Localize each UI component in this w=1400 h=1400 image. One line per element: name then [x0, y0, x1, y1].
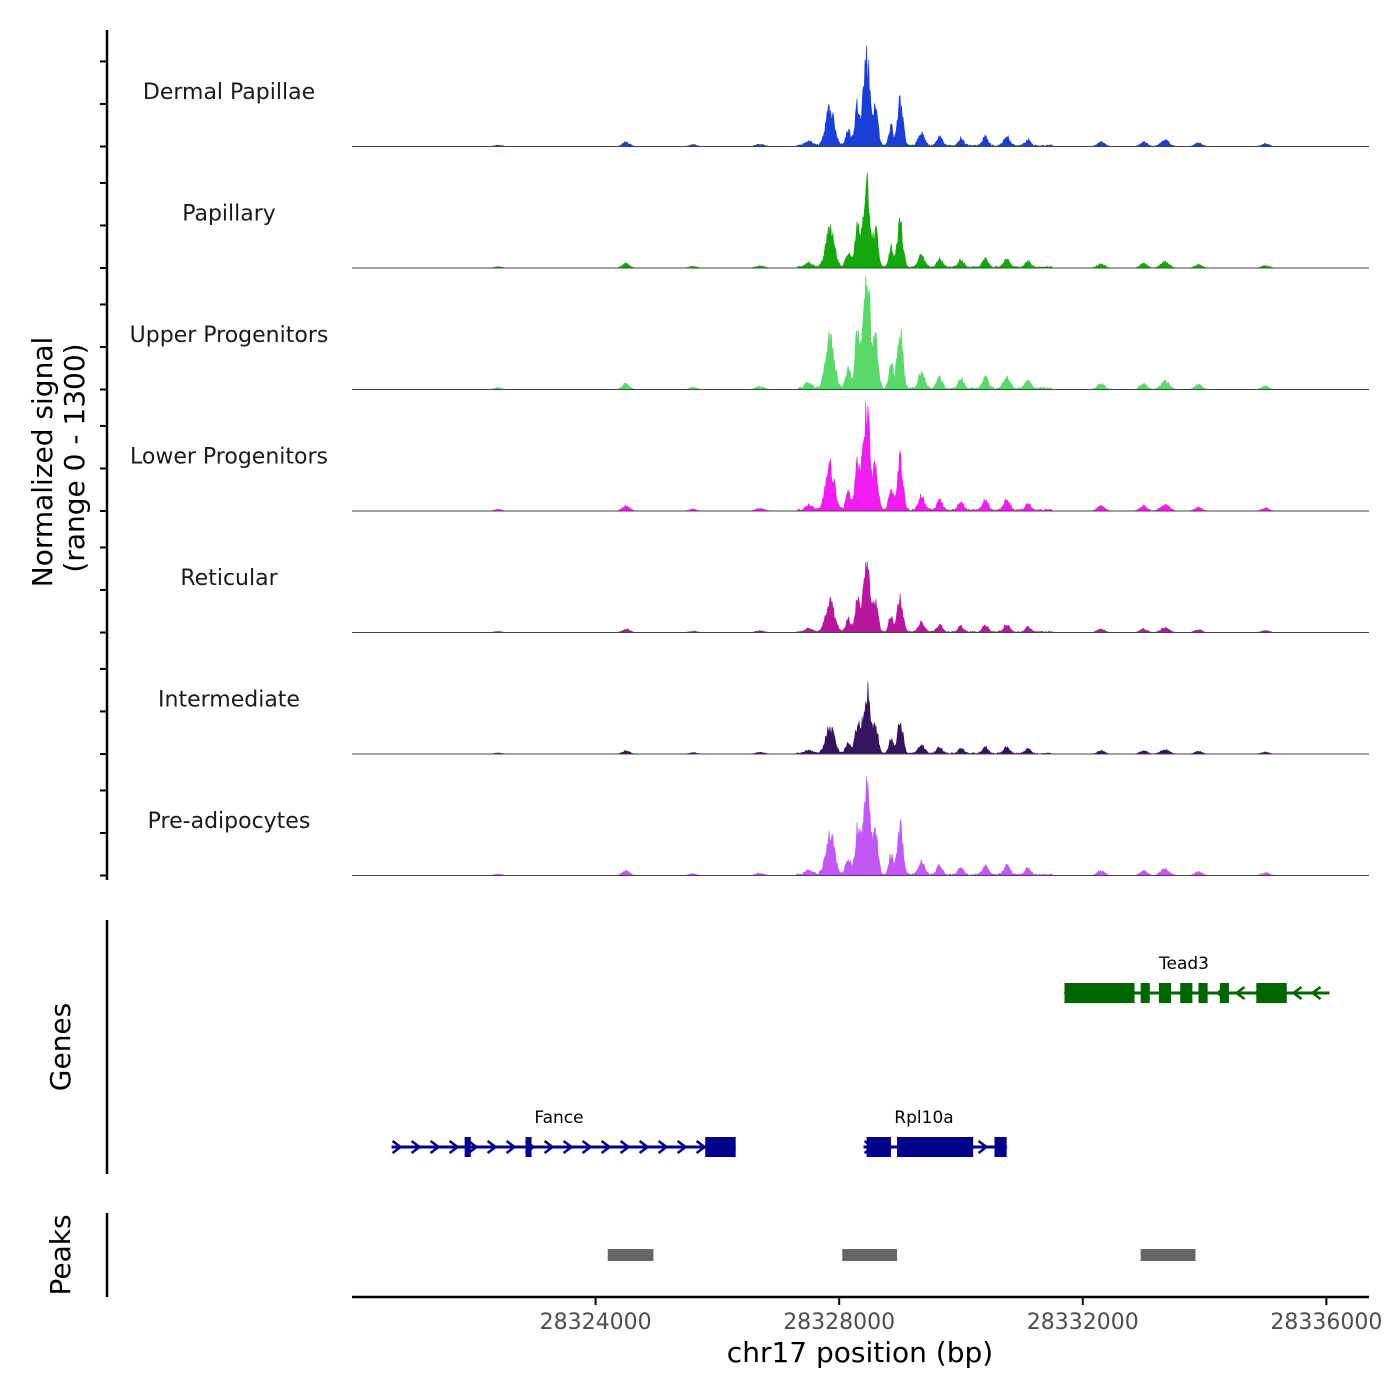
gene-exon — [1064, 983, 1135, 1003]
coverage-area — [352, 561, 1327, 634]
genes-axis-title: Genes — [44, 1003, 77, 1091]
peaks-track — [607, 1249, 1196, 1261]
track-label: Papillary — [182, 202, 276, 227]
strand-arrow — [1291, 986, 1303, 1000]
gene-exon — [1219, 983, 1229, 1003]
strand-arrow — [391, 1140, 403, 1154]
coverage-area — [352, 681, 1327, 755]
strand-arrow — [1310, 986, 1322, 1000]
gene-exon — [1140, 983, 1150, 1003]
gene-exon — [1256, 983, 1287, 1003]
track-papillary: Papillary — [182, 172, 1369, 269]
gene-label: Tead3 — [1158, 954, 1209, 974]
strand-arrow — [638, 1140, 650, 1154]
track-label: Lower Progenitors — [130, 445, 328, 470]
gene-exon — [1180, 983, 1193, 1003]
gene-annotation-track: Tead3 Fance Rpl10a — [391, 954, 1330, 1157]
strand-arrow — [600, 1140, 612, 1154]
y-axis-title-line2: (range 0 - 1300) — [58, 343, 91, 572]
strand-arrow — [1234, 986, 1246, 1000]
track-pre-adipocytes: Pre-adipocytes — [148, 776, 1369, 877]
gene-tead3: Tead3 — [1063, 954, 1330, 1003]
x-tick-label: 28332000 — [1027, 1310, 1139, 1335]
strand-arrow — [543, 1140, 555, 1154]
track-label: Dermal Papillae — [143, 80, 315, 105]
x-tick-label: 28324000 — [540, 1310, 652, 1335]
gene-fance: Fance — [391, 1108, 736, 1157]
track-label: Intermediate — [158, 688, 300, 713]
coverage-area — [352, 172, 1327, 269]
axes: 28324000 28328000 28332000 28336000 — [100, 30, 1382, 1335]
gene-label: Fance — [534, 1108, 583, 1128]
peak-region — [607, 1249, 654, 1261]
track-reticular: Reticular — [180, 561, 1369, 634]
strand-arrow — [429, 1140, 441, 1154]
gene-exon — [897, 1137, 974, 1157]
track-label: Reticular — [180, 566, 278, 591]
peak-region — [1140, 1249, 1196, 1261]
x-tick-label: 28328000 — [783, 1310, 895, 1335]
strand-arrow — [448, 1140, 460, 1154]
coverage-area — [352, 275, 1327, 391]
gene-exon — [525, 1137, 532, 1157]
gene-exon — [1198, 983, 1208, 1003]
track-label: Pre-adipocytes — [148, 809, 311, 834]
gene-exon — [705, 1137, 736, 1157]
strand-arrow — [486, 1140, 498, 1154]
gene-exon — [994, 1137, 1007, 1157]
track-upper-progenitors: Upper Progenitors — [130, 275, 1369, 391]
y-axis-title-line1: Normalized signal — [26, 337, 59, 588]
strand-arrow — [410, 1140, 422, 1154]
strand-arrow — [505, 1140, 517, 1154]
gene-exon — [1158, 983, 1172, 1003]
coverage-area — [352, 401, 1327, 512]
strand-arrow — [619, 1140, 631, 1154]
gene-exon — [464, 1137, 471, 1157]
coverage-area — [352, 776, 1327, 877]
strand-arrow — [676, 1140, 688, 1154]
coverage-area — [352, 45, 1327, 147]
strand-arrow — [467, 1140, 479, 1154]
peaks-axis-title: Peaks — [44, 1214, 77, 1295]
gene-label: Rpl10a — [894, 1108, 953, 1128]
track-intermediate: Intermediate — [158, 681, 1369, 755]
peak-region — [842, 1249, 898, 1261]
strand-arrow — [977, 1140, 989, 1154]
gene-exon — [866, 1137, 891, 1157]
strand-arrow — [657, 1140, 669, 1154]
track-label: Upper Progenitors — [130, 323, 329, 348]
track-lower-progenitors: Lower Progenitors — [130, 401, 1369, 512]
strand-arrow — [695, 1140, 707, 1154]
strand-arrow — [581, 1140, 593, 1154]
strand-arrow — [562, 1140, 574, 1154]
x-tick-label: 28336000 — [1270, 1310, 1382, 1335]
track-dermal-papillae: Dermal Papillae — [143, 45, 1369, 147]
coverage-tracks: Dermal Papillae Papillary Upper Progenitor… — [130, 45, 1369, 877]
x-axis-title: chr17 position (bp) — [727, 1336, 993, 1369]
gene-rpl10a: Rpl10a — [863, 1108, 1008, 1157]
